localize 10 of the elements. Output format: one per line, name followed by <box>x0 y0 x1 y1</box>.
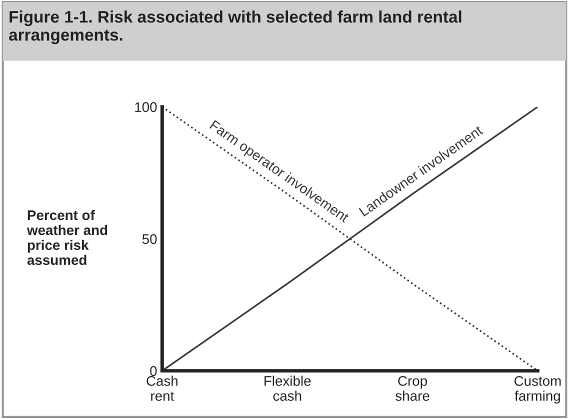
x-tick-label: Cash rent <box>146 376 178 401</box>
x-tick-label: Custom farming <box>514 376 561 404</box>
y-axis-title: Percent of weather and price risk assumed <box>26 210 108 265</box>
y-tick-label: 0 <box>150 366 157 376</box>
x-tick-label: Crop share <box>396 376 430 401</box>
chart-title: Figure 1-1. Risk associated with selected farm land rental arrangements. <box>9 10 462 44</box>
y-tick-label: 50 <box>142 234 157 244</box>
x-tick-label: Flexible cash <box>264 376 311 401</box>
line-series <box>162 106 538 371</box>
y-tick-label: 100 <box>135 102 157 112</box>
